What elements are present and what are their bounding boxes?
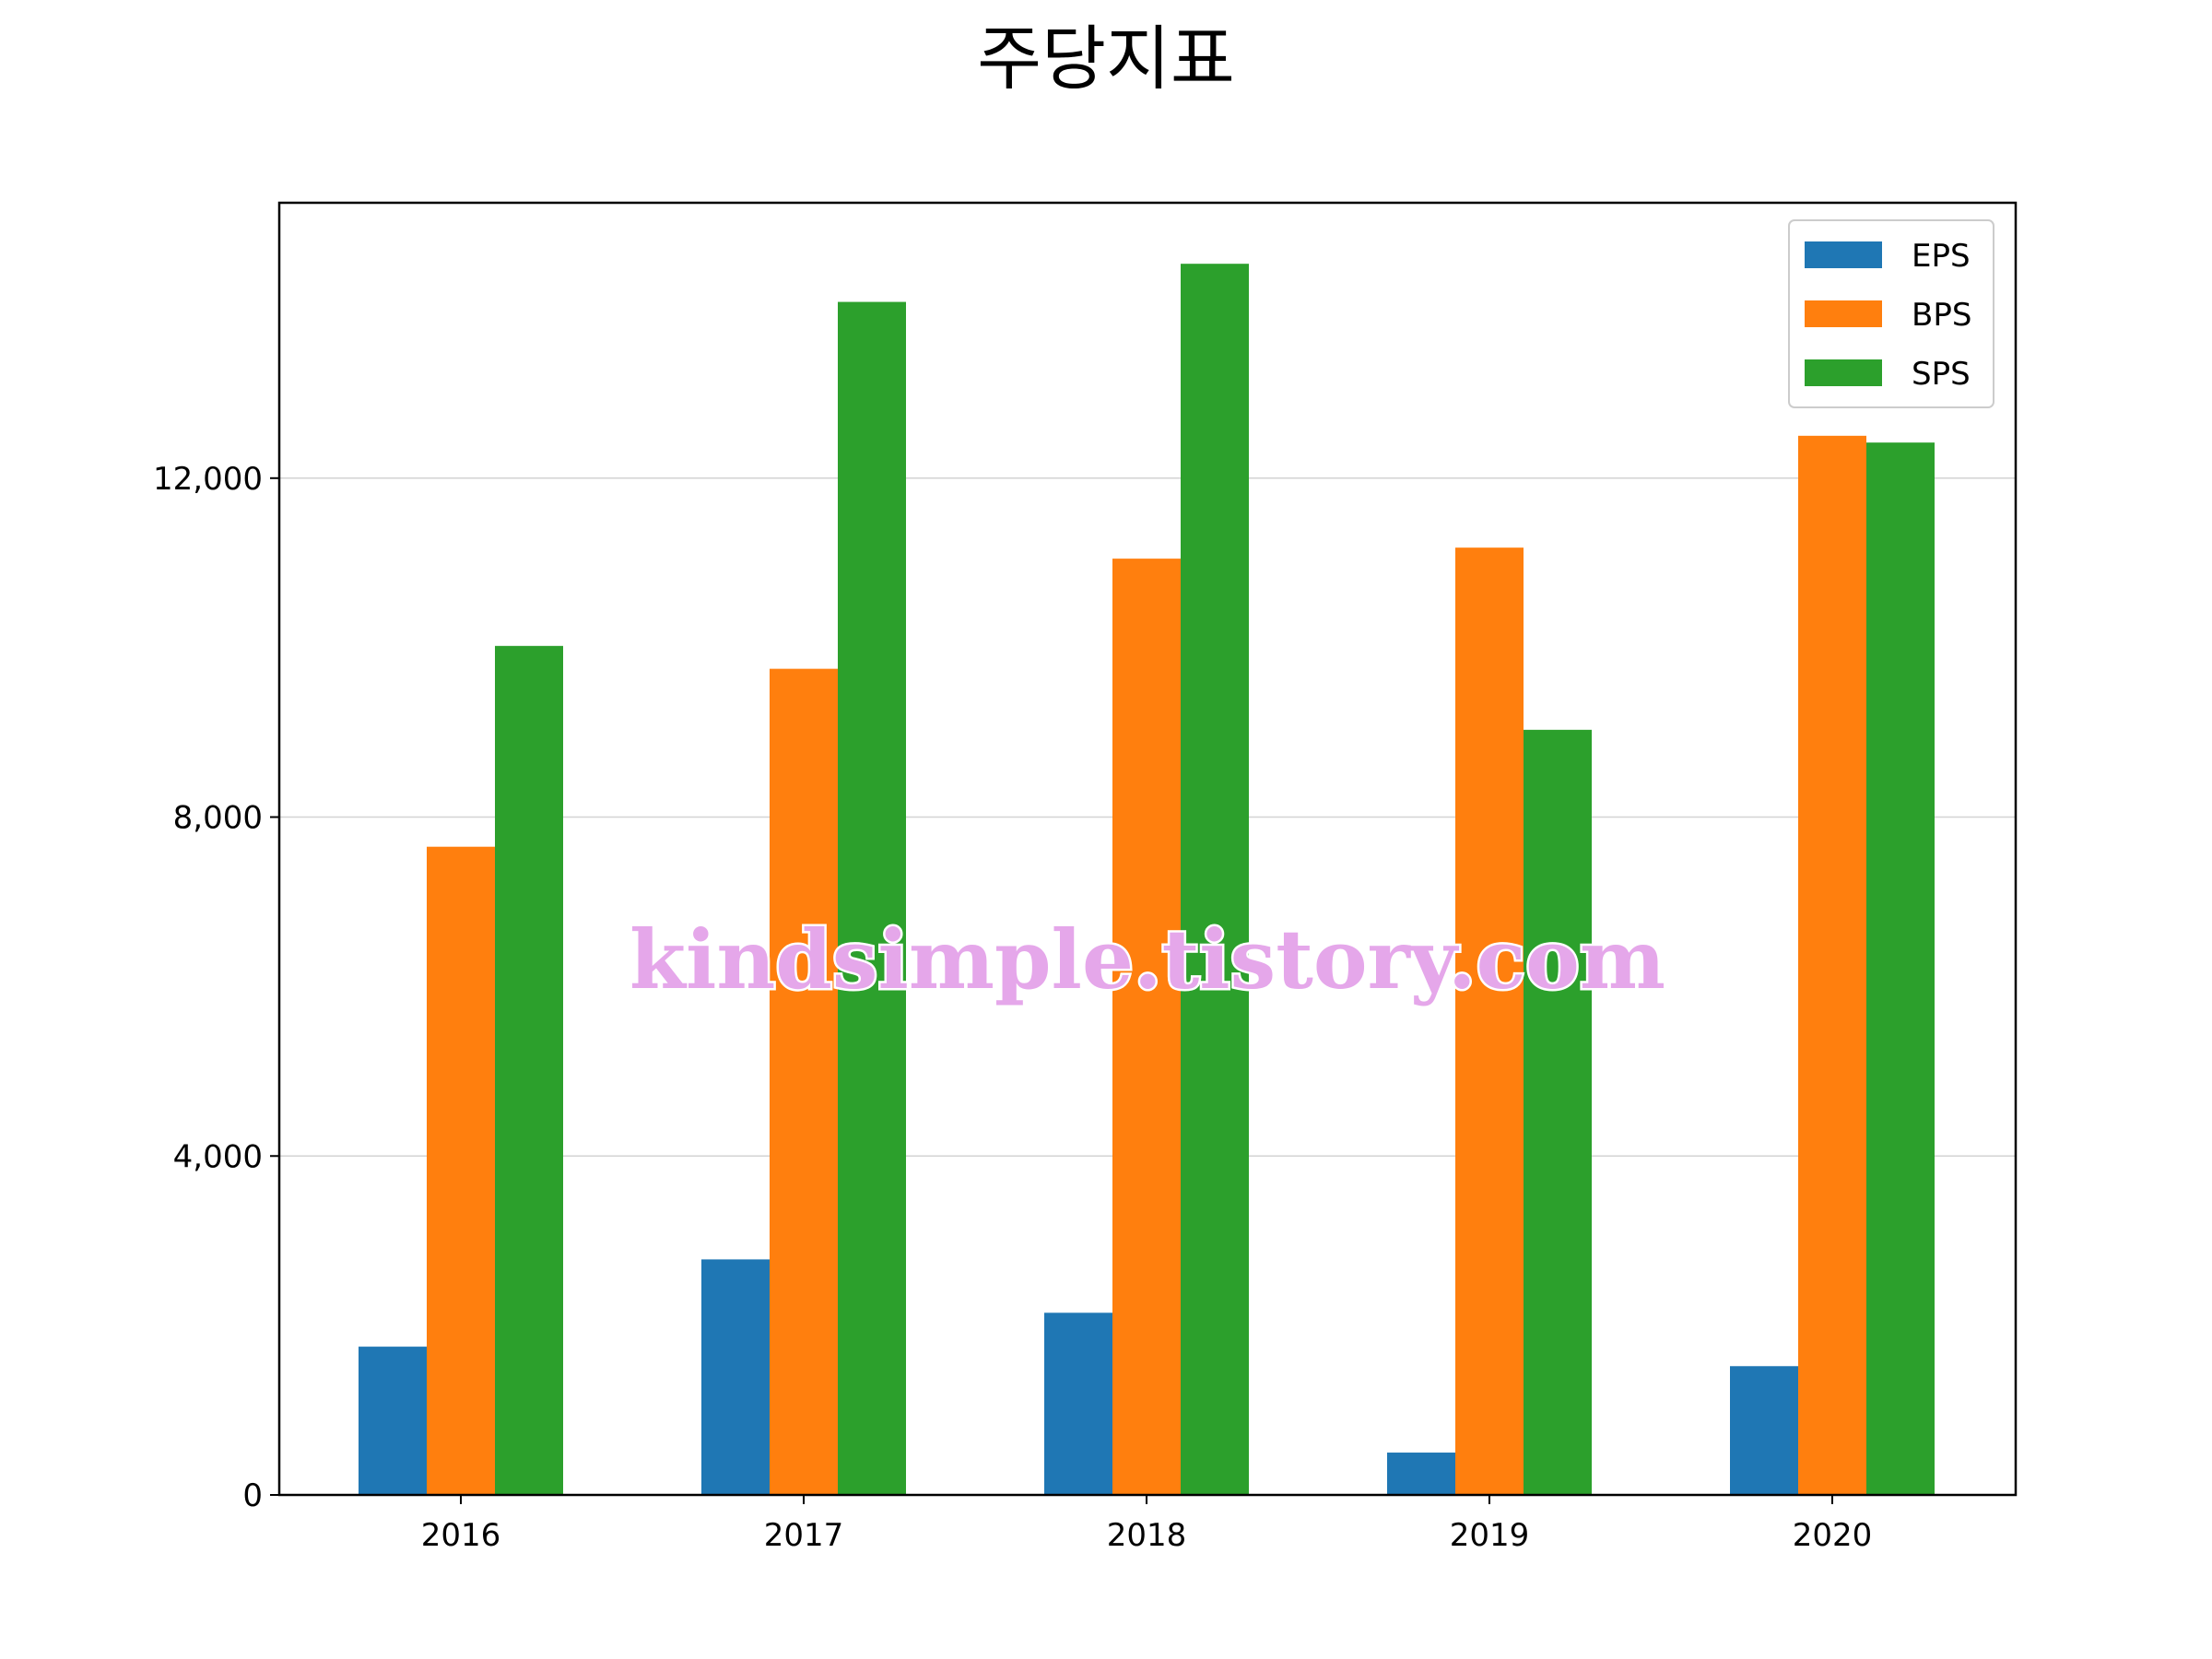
bar-eps-2020 xyxy=(1730,1366,1798,1495)
bar-eps-2019 xyxy=(1387,1453,1455,1495)
x-tick-label: 2016 xyxy=(421,1517,501,1554)
x-tick-label: 2020 xyxy=(1793,1517,1873,1554)
x-tick-label: 2019 xyxy=(1450,1517,1530,1554)
y-axis: 0 4,000 8,000 12,000 xyxy=(153,461,279,1514)
bars xyxy=(359,264,1935,1496)
bar-bps-2019 xyxy=(1455,547,1524,1495)
bar-sps-2020 xyxy=(1866,442,1935,1495)
bar-bps-2017 xyxy=(770,668,838,1495)
bar-eps-2017 xyxy=(701,1259,770,1495)
y-tick-label: 8,000 xyxy=(173,800,263,837)
bar-sps-2018 xyxy=(1181,264,1249,1496)
bar-bps-2020 xyxy=(1798,435,1866,1495)
bar-sps-2016 xyxy=(495,645,563,1495)
legend-label-bps: BPS xyxy=(1912,297,1971,334)
chart-title: 주당지표 xyxy=(977,18,1235,100)
y-tick-label: 12,000 xyxy=(153,461,263,498)
bar-sps-2017 xyxy=(838,301,906,1496)
x-tick-label: 2018 xyxy=(1107,1517,1187,1554)
legend-label-eps: EPS xyxy=(1912,238,1971,275)
x-tick-label: 2017 xyxy=(764,1517,844,1554)
legend-label-sps: SPS xyxy=(1912,356,1971,393)
watermark-text: kindsimple.tistory.com xyxy=(629,912,1665,1007)
bar-sps-2019 xyxy=(1524,729,1592,1495)
x-axis: 2016 2017 2018 2019 2020 xyxy=(421,1495,1873,1554)
y-tick-label: 0 xyxy=(242,1477,263,1514)
bar-eps-2016 xyxy=(359,1347,427,1495)
legend-swatch-bps xyxy=(1805,300,1882,327)
y-tick-label: 4,000 xyxy=(173,1138,263,1175)
bar-bps-2016 xyxy=(427,846,495,1495)
legend-swatch-sps xyxy=(1805,359,1882,386)
legend-swatch-eps xyxy=(1805,241,1882,268)
bar-eps-2018 xyxy=(1044,1312,1112,1495)
legend: EPS BPS SPS xyxy=(1788,219,1994,408)
bar-bps-2018 xyxy=(1112,559,1181,1495)
